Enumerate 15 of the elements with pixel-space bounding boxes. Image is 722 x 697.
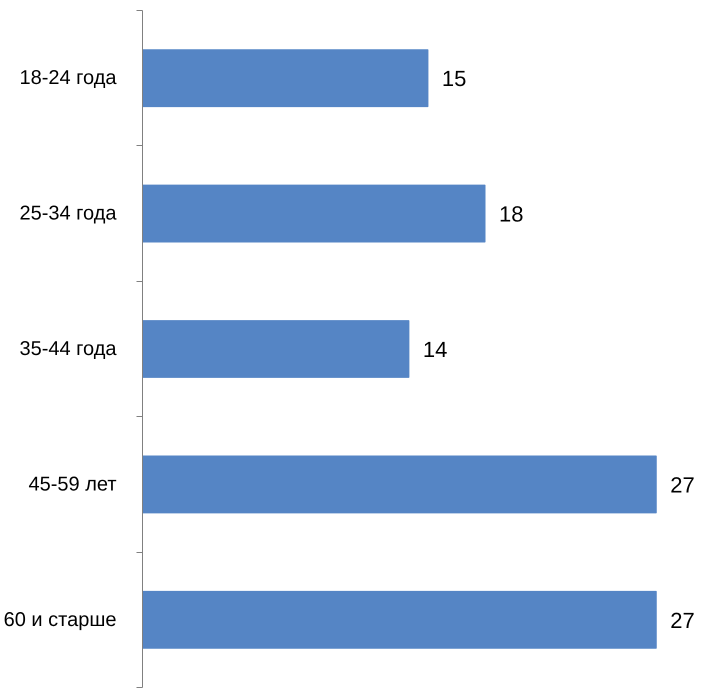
data-label: 27	[670, 608, 695, 633]
bar	[142, 590, 657, 649]
y-tick-label: 45-59 лет	[28, 473, 116, 496]
y-tick-label: 18-24 года	[19, 67, 118, 90]
data-label: 14	[422, 337, 448, 362]
data-label: 18	[499, 202, 524, 227]
bar	[142, 455, 657, 514]
bar	[142, 49, 428, 108]
bar	[142, 184, 486, 243]
data-label: 27	[670, 472, 695, 498]
y-tick-label: 35-44 года	[19, 338, 118, 360]
y-tick-label: 25-34 года	[19, 202, 118, 225]
y-tick-label: 60 и старше	[4, 608, 117, 631]
data-label: 15	[442, 66, 466, 92]
bar	[142, 320, 410, 378]
